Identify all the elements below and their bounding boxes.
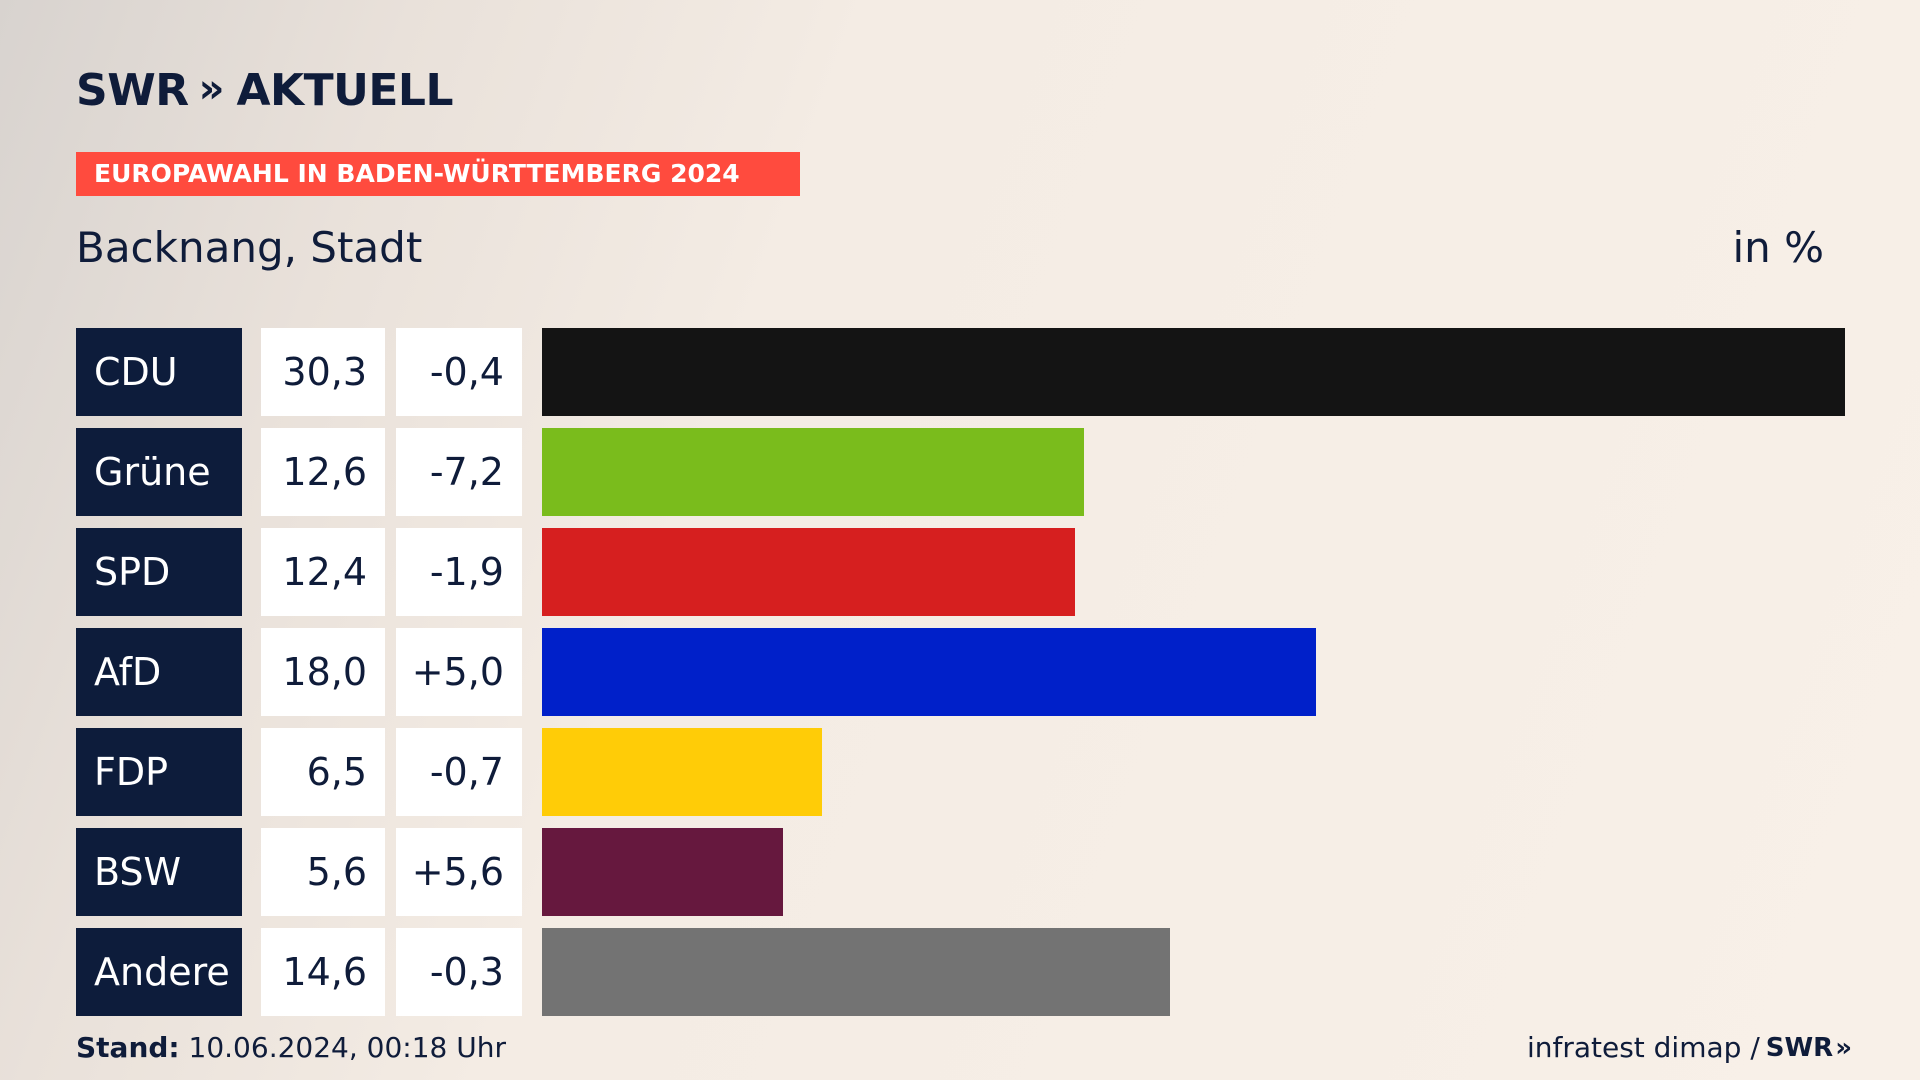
stand-value: 10.06.2024, 00:18 Uhr [188,1031,506,1064]
swr-mini-logo: SWR» [1765,1030,1852,1066]
change-label: -0,4 [396,328,522,416]
unit-label: in % [1732,223,1824,272]
change-label: +5,6 [396,828,522,916]
party-label: Grüne [76,428,242,516]
party-label: BSW [76,828,242,916]
result-bar [542,728,822,816]
swr-aktuell-logo: SWR » AKTUELL [76,66,453,116]
change-label: -0,3 [396,928,522,1016]
change-label: -1,9 [396,528,522,616]
party-label: SPD [76,528,242,616]
result-bar [542,828,783,916]
result-bar [542,328,1845,416]
timestamp: Stand: 10.06.2024, 00:18 Uhr [76,1030,506,1066]
result-row: Grüne 12,6 -7,2 [76,428,1845,516]
vote-share-label: 14,6 [261,928,385,1016]
party-label: Andere [76,928,242,1016]
source-text: infratest dimap / [1526,1031,1760,1064]
result-row: CDU 30,3 -0,4 [76,328,1845,416]
region-title: Backnang, Stadt [76,223,423,272]
logo-brand: SWR [76,65,189,116]
vote-share-label: 30,3 [261,328,385,416]
vote-share-label: 6,5 [261,728,385,816]
result-bar [542,528,1075,616]
result-row: SPD 12,4 -1,9 [76,528,1845,616]
source-brand: SWR [1765,1033,1834,1063]
result-row: AfD 18,0 +5,0 [76,628,1845,716]
source-arrows-icon: » [1835,1033,1852,1063]
vote-share-label: 5,6 [261,828,385,916]
vote-share-label: 12,4 [261,528,385,616]
result-bar [542,628,1316,716]
vote-share-label: 18,0 [261,628,385,716]
party-label: FDP [76,728,242,816]
change-label: -7,2 [396,428,522,516]
stand-label: Stand: [76,1031,180,1064]
result-row: BSW 5,6 +5,6 [76,828,1845,916]
result-bar [542,428,1084,516]
vote-share-label: 12,6 [261,428,385,516]
result-bar [542,928,1170,1016]
source-credit: infratest dimap / SWR» [1526,1030,1852,1066]
change-label: -0,7 [396,728,522,816]
election-banner: EUROPAWAHL IN BADEN-WÜRTTEMBERG 2024 [76,152,800,196]
logo-text: AKTUELL [236,65,453,116]
party-label: AfD [76,628,242,716]
result-row: FDP 6,5 -0,7 [76,728,1845,816]
change-label: +5,0 [396,628,522,716]
result-row: Andere 14,6 -0,3 [76,928,1845,1016]
party-label: CDU [76,328,242,416]
